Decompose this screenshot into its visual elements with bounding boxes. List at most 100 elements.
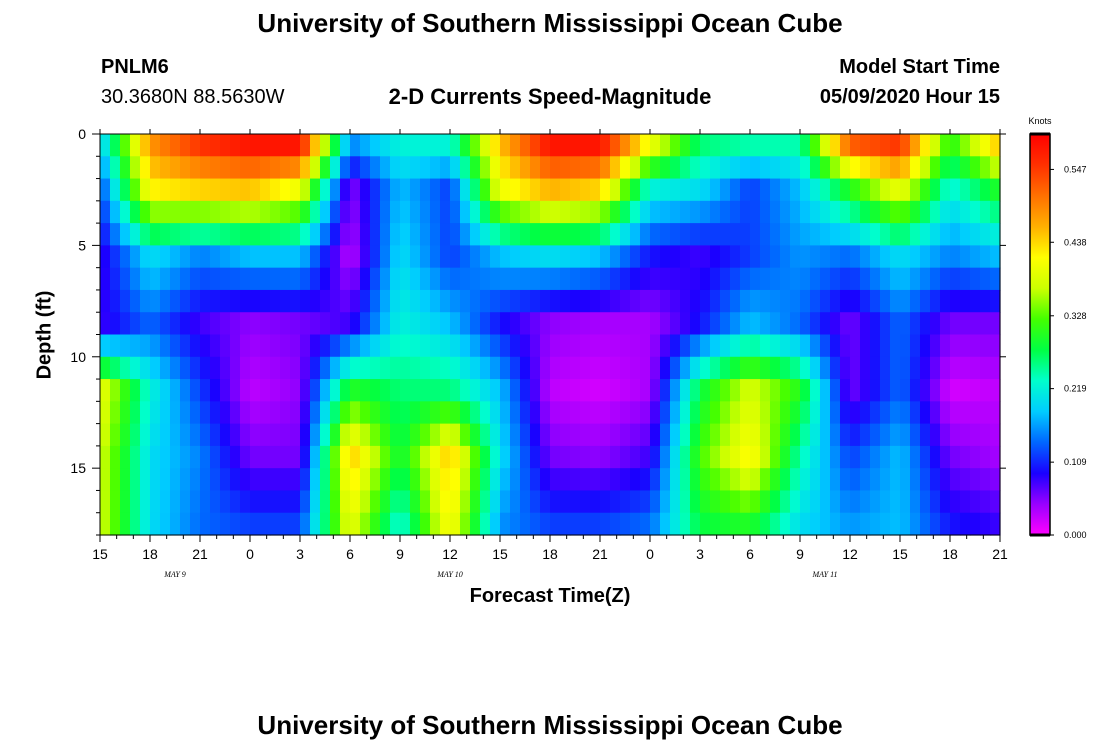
heatmap-cell [240, 289, 251, 313]
heatmap-cell [400, 512, 411, 536]
heatmap-cell [830, 200, 841, 224]
heatmap-cell [450, 267, 461, 291]
heatmap-cell [390, 334, 401, 358]
heatmap-cell [470, 379, 481, 402]
heatmap-cell [420, 245, 431, 269]
heatmap-cell [910, 356, 921, 380]
heatmap-cell [270, 223, 281, 246]
heatmap-cell [140, 379, 151, 402]
heatmap-cell [280, 468, 291, 492]
heatmap-cell [320, 512, 331, 536]
heatmap-cell [810, 379, 821, 402]
heatmap-cell [970, 245, 981, 269]
heatmap-cell [300, 490, 311, 514]
heatmap-cell [870, 334, 881, 358]
heatmap-cell [840, 200, 851, 224]
heatmap-cell [670, 379, 681, 402]
heatmap-cell [360, 245, 371, 269]
heatmap-cell [270, 267, 281, 291]
heatmap-cell [610, 334, 621, 358]
heatmap-cell [960, 468, 971, 492]
heatmap-cell [250, 401, 261, 425]
heatmap-cell [780, 490, 791, 514]
heatmap-cell [190, 512, 201, 536]
heatmap-cell [500, 423, 511, 447]
heatmap-cell [560, 490, 571, 514]
heatmap-cell [460, 156, 471, 180]
heatmap-cell [270, 156, 281, 180]
heatmap-cell [990, 468, 1001, 492]
heatmap-cell [200, 312, 211, 336]
heatmap-cell [420, 401, 431, 425]
x-axis-label: Forecast Time(Z) [469, 585, 631, 607]
heatmap-cell [280, 512, 291, 536]
heatmap-cell [670, 490, 681, 514]
heatmap-cell [530, 512, 541, 536]
heatmap-cell [520, 468, 531, 492]
heatmap-cell [600, 356, 611, 380]
heatmap-cell [210, 134, 221, 157]
heatmap-cell [980, 334, 991, 358]
heatmap-cell [160, 267, 171, 291]
heatmap-cell [280, 156, 291, 180]
heatmap-cell [110, 468, 121, 492]
heatmap-cell [760, 312, 771, 336]
heatmap-cell [680, 334, 691, 358]
heatmap-cell [140, 401, 151, 425]
heatmap-cell [670, 200, 681, 224]
heatmap-cell [580, 245, 591, 269]
heatmap-cell [920, 245, 931, 269]
heatmap-cell [680, 156, 691, 180]
heatmap-cell [540, 423, 551, 447]
heatmap-cell [760, 200, 771, 224]
heatmap-cell [690, 445, 701, 469]
heatmap-cell [290, 423, 301, 447]
heatmap-cell [510, 223, 521, 246]
heatmap-cell [600, 289, 611, 313]
heatmap-cell [930, 223, 941, 246]
heatmap-cell [160, 468, 171, 492]
heatmap-cell [380, 356, 391, 380]
heatmap-cell [830, 134, 841, 157]
colorbar-gradient [1029, 133, 1051, 536]
heatmap-cell [790, 490, 801, 514]
heatmap-cell [210, 178, 221, 202]
heatmap-cell [600, 445, 611, 469]
heatmap-cell [250, 379, 261, 402]
heatmap-cell [320, 423, 331, 447]
heatmap-cell [340, 334, 351, 358]
heatmap-cell [300, 245, 311, 269]
heatmap-cell [990, 423, 1001, 447]
heatmap-cell [950, 200, 961, 224]
heatmap-cell [680, 512, 691, 536]
heatmap-cell [390, 490, 401, 514]
heatmap-cell [820, 401, 831, 425]
heatmap-cell [150, 490, 161, 514]
heatmap-cell [320, 401, 331, 425]
heatmap-cell [650, 223, 661, 246]
heatmap-cell [860, 490, 871, 514]
heatmap-cell [110, 156, 121, 180]
heatmap-cell [820, 445, 831, 469]
heatmap-cell [310, 267, 321, 291]
heatmap-cell [280, 445, 291, 469]
heatmap-cell [200, 356, 211, 380]
heatmap-cell [750, 312, 761, 336]
heatmap-cell [390, 178, 401, 202]
heatmap-cell [850, 289, 861, 313]
x-tick-label: 9 [796, 546, 804, 562]
heatmap-cell [190, 401, 201, 425]
heatmap-cell [230, 423, 241, 447]
heatmap-cell [130, 468, 141, 492]
heatmap-cell [140, 178, 151, 202]
heatmap-cell [850, 178, 861, 202]
heatmap-cell [710, 401, 721, 425]
heatmap-cell [460, 245, 471, 269]
heatmap-cell [390, 134, 401, 157]
heatmap-cell [780, 468, 791, 492]
heatmap-cell [910, 267, 921, 291]
heatmap-cell [370, 267, 381, 291]
heatmap-cell [640, 267, 651, 291]
heatmap-cell [680, 445, 691, 469]
heatmap-cell [720, 245, 731, 269]
